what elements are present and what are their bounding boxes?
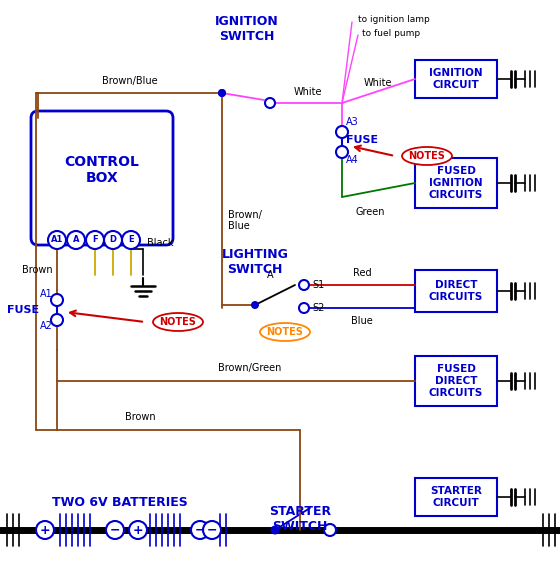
Circle shape bbox=[270, 526, 279, 535]
Ellipse shape bbox=[153, 313, 203, 331]
Bar bbox=[415, 270, 497, 312]
Circle shape bbox=[191, 521, 209, 539]
Text: TWO 6V BATTERIES: TWO 6V BATTERIES bbox=[52, 496, 188, 510]
Circle shape bbox=[36, 521, 54, 539]
Text: CONTROL
BOX: CONTROL BOX bbox=[64, 155, 139, 185]
Text: −: − bbox=[110, 523, 120, 536]
Text: S1: S1 bbox=[312, 280, 324, 290]
Text: to fuel pump: to fuel pump bbox=[362, 28, 420, 38]
Text: +: + bbox=[40, 523, 50, 536]
Circle shape bbox=[67, 231, 85, 249]
Circle shape bbox=[265, 98, 275, 108]
Text: NOTES: NOTES bbox=[267, 327, 304, 337]
Circle shape bbox=[122, 231, 140, 249]
Text: −: − bbox=[207, 523, 217, 536]
Circle shape bbox=[299, 303, 309, 313]
Circle shape bbox=[51, 294, 63, 306]
Text: A2: A2 bbox=[40, 321, 53, 331]
Text: Brown: Brown bbox=[22, 265, 53, 275]
Text: White: White bbox=[294, 87, 322, 97]
Text: Red: Red bbox=[353, 268, 371, 278]
Text: A: A bbox=[267, 270, 273, 280]
Ellipse shape bbox=[402, 147, 452, 165]
Text: Brown/Blue: Brown/Blue bbox=[102, 76, 158, 86]
Text: A3: A3 bbox=[346, 117, 359, 127]
Text: S2: S2 bbox=[312, 303, 324, 313]
Text: Blue: Blue bbox=[351, 316, 373, 326]
Circle shape bbox=[203, 521, 221, 539]
Bar bbox=[415, 478, 497, 516]
Circle shape bbox=[336, 126, 348, 138]
Text: FUSE: FUSE bbox=[7, 305, 39, 315]
Text: DIRECT
CIRCUITS: DIRECT CIRCUITS bbox=[429, 280, 483, 302]
Text: A: A bbox=[73, 235, 80, 245]
Circle shape bbox=[86, 231, 104, 249]
Circle shape bbox=[299, 280, 309, 290]
Text: Brown: Brown bbox=[125, 412, 155, 422]
Text: −: − bbox=[195, 523, 206, 536]
Circle shape bbox=[336, 146, 348, 158]
Text: FUSED
IGNITION
CIRCUITS: FUSED IGNITION CIRCUITS bbox=[429, 166, 483, 200]
Text: F: F bbox=[92, 235, 98, 245]
Text: STARTER
CIRCUIT: STARTER CIRCUIT bbox=[430, 486, 482, 508]
Bar bbox=[415, 356, 497, 406]
Text: Black: Black bbox=[147, 238, 174, 248]
Circle shape bbox=[129, 521, 147, 539]
Ellipse shape bbox=[260, 323, 310, 341]
Text: to ignition lamp: to ignition lamp bbox=[358, 14, 430, 23]
Text: LIGHTING
SWITCH: LIGHTING SWITCH bbox=[222, 248, 288, 276]
Text: IGNITION
CIRCUIT: IGNITION CIRCUIT bbox=[429, 68, 483, 90]
Circle shape bbox=[251, 301, 259, 309]
Text: Green: Green bbox=[356, 207, 385, 217]
Text: +: + bbox=[133, 523, 143, 536]
Circle shape bbox=[218, 89, 226, 97]
Text: Blue: Blue bbox=[228, 221, 250, 231]
Text: E: E bbox=[128, 235, 134, 245]
Circle shape bbox=[218, 89, 226, 97]
Circle shape bbox=[48, 231, 66, 249]
Circle shape bbox=[106, 521, 124, 539]
Text: NOTES: NOTES bbox=[160, 317, 197, 327]
Text: Brown/: Brown/ bbox=[228, 210, 262, 220]
Circle shape bbox=[324, 524, 336, 536]
Bar bbox=[415, 60, 497, 98]
Circle shape bbox=[51, 314, 63, 326]
Text: Brown/Green: Brown/Green bbox=[218, 363, 282, 373]
Bar bbox=[415, 158, 497, 208]
FancyBboxPatch shape bbox=[31, 111, 173, 245]
Text: IGNITION
SWITCH: IGNITION SWITCH bbox=[215, 15, 279, 43]
Text: STARTER
SWITCH: STARTER SWITCH bbox=[269, 505, 331, 533]
Text: NOTES: NOTES bbox=[409, 151, 445, 161]
Text: D: D bbox=[110, 235, 116, 245]
Text: A1: A1 bbox=[40, 289, 53, 299]
Text: FUSE: FUSE bbox=[346, 135, 378, 145]
Text: White: White bbox=[364, 78, 392, 88]
Text: A4: A4 bbox=[346, 155, 359, 165]
Text: FUSED
DIRECT
CIRCUITS: FUSED DIRECT CIRCUITS bbox=[429, 364, 483, 398]
Circle shape bbox=[104, 231, 122, 249]
Text: A1: A1 bbox=[51, 235, 63, 245]
